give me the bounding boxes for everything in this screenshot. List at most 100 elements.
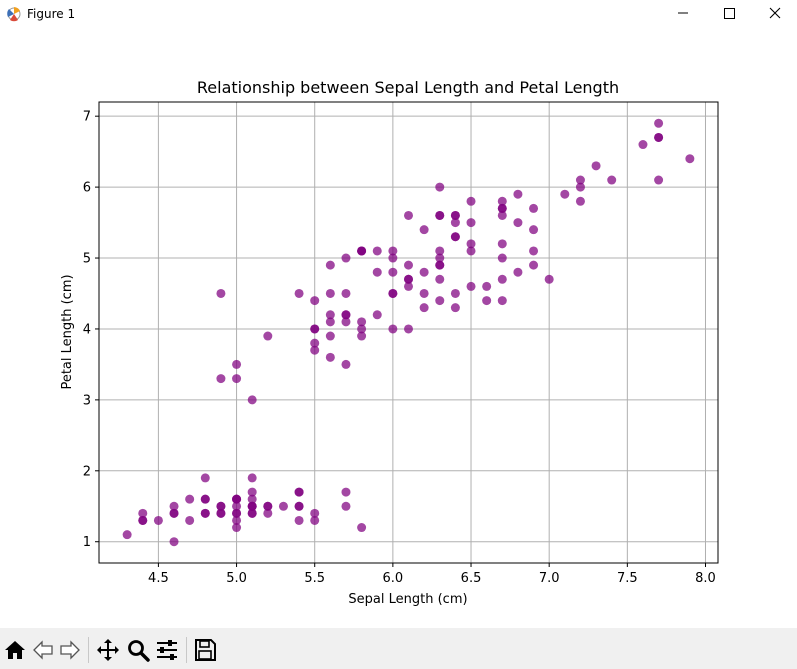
data-point [654, 132, 664, 142]
home-icon [5, 641, 25, 659]
navigation-toolbar [0, 628, 797, 669]
data-point [529, 246, 539, 256]
title-bar: Figure 1 [0, 0, 797, 28]
maximize-icon [724, 8, 735, 19]
data-point [466, 239, 476, 249]
data-point [482, 281, 492, 291]
data-point [247, 473, 257, 483]
toolbar-separator [186, 637, 187, 663]
data-point [372, 246, 382, 256]
x-axis-label: Sepal Length (cm) [348, 592, 467, 607]
data-point [341, 288, 351, 298]
save-button[interactable] [193, 638, 217, 662]
data-point [575, 196, 585, 206]
data-point [138, 515, 148, 525]
data-point [310, 324, 320, 334]
data-point [404, 324, 413, 334]
data-point [435, 274, 445, 284]
data-point [263, 508, 273, 518]
data-point [435, 182, 445, 192]
home-button[interactable] [3, 638, 27, 662]
data-point [482, 296, 492, 306]
data-point [263, 331, 273, 341]
data-point [497, 210, 507, 220]
zoom-button[interactable] [126, 638, 150, 662]
data-point [560, 189, 570, 199]
axes-frame [98, 101, 719, 564]
x-tick-label: 7.5 [617, 571, 638, 586]
close-button[interactable] [752, 0, 797, 28]
x-tick-label: 5.5 [304, 571, 325, 586]
pan-button[interactable] [96, 638, 120, 662]
data-point [325, 352, 335, 362]
data-point [216, 288, 226, 298]
data-point [357, 317, 367, 327]
data-point [466, 246, 476, 256]
data-point [294, 487, 304, 497]
data-point [591, 161, 601, 171]
x-axis-ticks: 4.5 5.0 5.5 6.0 6.5 7.0 7.5 8.0 [148, 563, 716, 586]
data-point [294, 515, 304, 525]
chart-title: Relationship between Sepal Length and Pe… [197, 78, 619, 97]
data-point [153, 515, 163, 525]
data-point [357, 523, 367, 533]
data-point [200, 494, 210, 504]
data-point [497, 239, 507, 249]
configure-subplots-button[interactable] [155, 638, 179, 662]
data-point [232, 359, 242, 369]
y-axis-label: Petal Length (cm) [60, 274, 75, 389]
zoom-icon [128, 640, 150, 662]
data-point [404, 260, 413, 270]
figure-canvas: 4.5 5.0 5.5 6.0 6.5 7.0 7.5 8.0 1 2 3 4 5 6 7 Relatio… [0, 28, 797, 628]
data-point [310, 508, 320, 518]
data-point [357, 246, 367, 256]
data-point [685, 154, 695, 164]
data-point [654, 118, 664, 128]
data-point [607, 175, 617, 185]
data-point [450, 303, 460, 313]
data-point [247, 508, 257, 518]
data-point [513, 267, 523, 277]
x-tick-label: 6.5 [461, 571, 482, 586]
data-point [404, 281, 413, 291]
y-tick-label: 7 [83, 110, 91, 125]
maximize-button[interactable] [706, 0, 752, 28]
x-tick-label: 5.0 [226, 571, 247, 586]
data-point [388, 267, 398, 277]
minimize-button[interactable] [660, 0, 706, 28]
y-tick-label: 1 [83, 535, 91, 550]
data-point [138, 508, 148, 518]
data-point [435, 260, 445, 270]
data-point [372, 267, 382, 277]
data-point [404, 274, 413, 284]
data-point [435, 210, 445, 220]
data-point [388, 288, 398, 298]
data-point [310, 296, 320, 306]
data-point [216, 374, 226, 384]
data-point [435, 253, 445, 263]
data-point [232, 515, 242, 525]
minimize-icon [678, 12, 688, 14]
data-point [247, 487, 257, 497]
data-point [122, 530, 132, 540]
data-point [232, 508, 242, 518]
data-point [529, 203, 539, 213]
x-tick-label: 7.0 [539, 571, 560, 586]
data-point [341, 310, 351, 320]
back-button[interactable] [31, 638, 55, 662]
data-point [497, 296, 507, 306]
forward-icon [60, 640, 80, 660]
y-axis-ticks: 1 2 3 4 5 6 7 [83, 110, 99, 550]
back-icon [33, 640, 53, 660]
data-point [232, 523, 242, 533]
data-point [357, 331, 367, 341]
data-point [200, 473, 210, 483]
y-tick-label: 4 [83, 322, 91, 337]
configure-subplots-icon [157, 640, 177, 660]
data-point [450, 210, 460, 220]
forward-button[interactable] [58, 638, 82, 662]
data-point [216, 508, 226, 518]
data-point [388, 246, 398, 256]
data-point [200, 508, 210, 518]
data-point [341, 501, 351, 511]
